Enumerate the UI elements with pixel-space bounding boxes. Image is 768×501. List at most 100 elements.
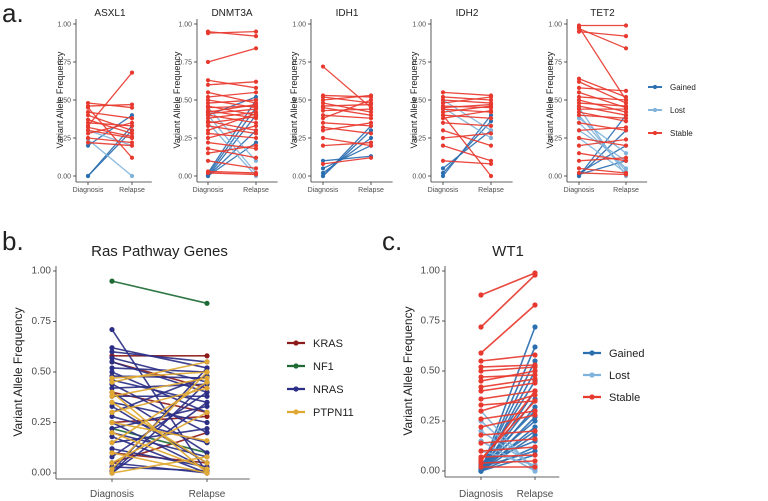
data-point: [368, 128, 374, 133]
series-line: [207, 141, 257, 150]
data-point: [576, 90, 582, 95]
data-point: [368, 131, 374, 136]
data-point: [109, 326, 115, 333]
series-stable: [478, 376, 538, 390]
legend-key-point: [293, 409, 299, 415]
data-point: [532, 324, 538, 330]
series-line: [87, 114, 133, 147]
data-point: [488, 143, 494, 148]
data-point: [109, 379, 115, 385]
data-point: [488, 128, 494, 133]
data-point: [478, 408, 484, 414]
data-point: [253, 79, 259, 84]
data-point: [478, 428, 484, 434]
data-point: [204, 450, 210, 456]
series-stable: [205, 131, 259, 141]
data-point: [623, 172, 629, 177]
series-stable: [576, 29, 629, 39]
data-point: [623, 151, 629, 156]
series-stable: [478, 436, 538, 446]
data-point: [204, 379, 210, 385]
data-point: [109, 425, 115, 432]
series-line: [578, 172, 627, 176]
data-point: [109, 389, 115, 395]
data-point: [320, 97, 326, 103]
data-point: [532, 424, 538, 430]
series-line: [207, 99, 257, 174]
series-stable: [576, 113, 629, 121]
data-point: [488, 108, 494, 113]
series-line: [322, 155, 372, 162]
series-line: [322, 108, 372, 112]
x-tick-label: Diagnosis: [428, 187, 459, 194]
series-stable: [576, 151, 629, 163]
data-point: [85, 117, 91, 122]
series-line: [111, 452, 208, 474]
chart-title: TET2: [590, 8, 615, 19]
series-line: [480, 410, 536, 420]
series-stable: [478, 272, 538, 330]
data-point: [85, 131, 91, 136]
data-point: [623, 103, 629, 109]
series-stable: [205, 140, 259, 151]
legend-key-point: [589, 372, 595, 378]
series-line: [207, 132, 257, 139]
data-point: [532, 272, 538, 278]
data-point: [368, 140, 374, 145]
series-line: [578, 78, 627, 98]
series-stable: [85, 120, 135, 136]
series-line: [111, 391, 208, 454]
series-line: [578, 105, 627, 116]
series-line: [578, 126, 627, 132]
series-stable: [205, 29, 259, 39]
data-point: [129, 131, 135, 136]
data-point: [205, 173, 211, 179]
series-stable: [576, 76, 629, 100]
data-point: [576, 24, 582, 30]
series-line: [322, 157, 372, 165]
series-line: [111, 377, 208, 398]
series-stable: [440, 90, 494, 98]
data-point: [204, 375, 210, 381]
series-line: [442, 120, 492, 174]
data-point: [253, 120, 259, 125]
data-point: [253, 107, 259, 112]
data-point: [478, 402, 484, 408]
series-stable: [320, 97, 374, 121]
data-point: [368, 113, 374, 118]
data-point: [205, 146, 211, 151]
data-point: [205, 170, 211, 176]
x-tick-label: Relapse: [358, 187, 384, 194]
series-stable: [576, 85, 629, 93]
data-point: [478, 364, 484, 370]
data-point: [488, 116, 494, 121]
series-gained: [320, 128, 374, 179]
series-line: [480, 304, 536, 354]
data-point: [488, 103, 494, 109]
data-point: [532, 428, 538, 434]
x-tick-label: Relapse: [189, 489, 226, 500]
data-point: [532, 376, 538, 382]
series-line: [480, 390, 536, 400]
data-point: [253, 131, 259, 136]
data-point: [204, 466, 210, 472]
data-point: [253, 143, 259, 148]
data-point: [440, 135, 446, 141]
series-line: [207, 79, 257, 89]
data-point: [320, 125, 326, 130]
series-line: [480, 272, 536, 296]
chart-tet2: TET2 0.00 0.25 0.50 0.75 1.00 Diagnosis Relapse…: [545, 8, 696, 194]
series-stable: [478, 364, 538, 374]
data-point: [532, 404, 538, 410]
chart-ras-pathway-genes: Ras Pathway Genes 0.00 0.25 0.50 0.75 1.00 Dia…: [11, 243, 354, 500]
data-point: [532, 448, 538, 454]
data-point: [488, 158, 494, 163]
series-stable: [440, 128, 494, 148]
legend-label: Stable: [609, 392, 640, 404]
y-tick-label: 0.50: [57, 98, 71, 105]
series-line: [87, 129, 133, 177]
y-tick-label: 0.75: [57, 60, 71, 67]
series-line: [111, 361, 208, 383]
data-point: [488, 119, 494, 124]
